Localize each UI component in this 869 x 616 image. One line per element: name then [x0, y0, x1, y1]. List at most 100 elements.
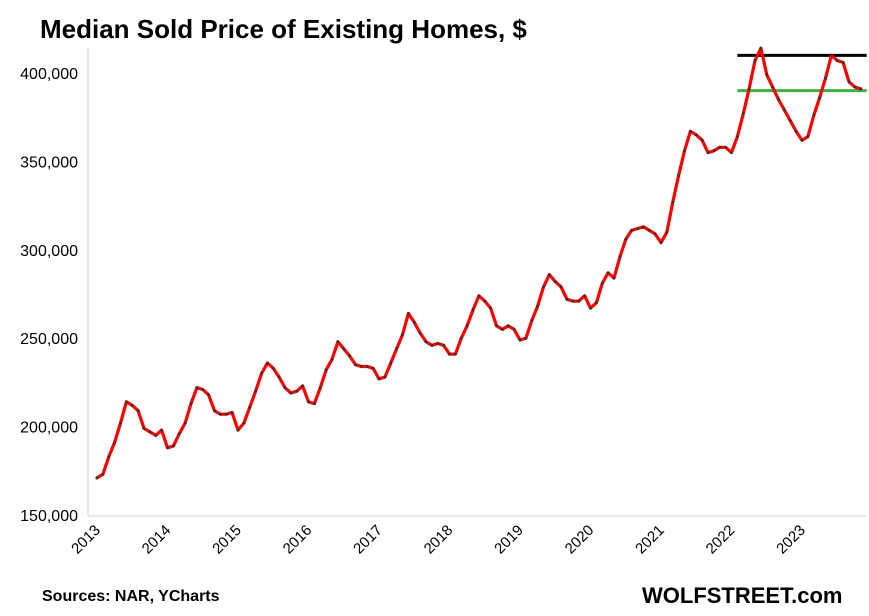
data-point [365, 365, 369, 368]
data-point [712, 149, 716, 153]
data-point [107, 455, 111, 459]
data-point [424, 340, 428, 344]
data-point [600, 282, 604, 285]
data-point [812, 114, 816, 117]
data-point [318, 386, 322, 390]
data-point [571, 299, 575, 303]
y-tick-label: 250,000 [20, 331, 78, 348]
data-point [771, 85, 774, 89]
data-point [677, 174, 680, 177]
series-layer [95, 46, 863, 480]
data-point [788, 119, 792, 123]
x-tick-label: 2017 [350, 522, 386, 558]
data-point [295, 389, 299, 393]
data-point [307, 400, 310, 404]
data-point [612, 276, 616, 280]
data-point [119, 421, 122, 425]
data-point [348, 354, 351, 358]
data-point [271, 366, 275, 370]
data-point [847, 80, 851, 84]
data-point [412, 320, 416, 324]
data-point [830, 53, 833, 57]
y-tick-label: 350,000 [20, 154, 78, 171]
data-point [230, 411, 234, 414]
data-point [477, 294, 481, 298]
x-tick-label: 2015 [209, 522, 245, 558]
data-point [260, 372, 263, 375]
data-point [583, 294, 586, 298]
data-point [524, 336, 528, 340]
x-tick-label: 2019 [491, 522, 527, 558]
data-point [512, 328, 516, 331]
data-point [835, 59, 839, 62]
data-point [730, 151, 733, 155]
data-point [859, 87, 863, 91]
data-point [465, 324, 469, 328]
data-point [824, 76, 827, 80]
data-point [753, 59, 757, 62]
data-point [442, 343, 445, 347]
data-point [689, 129, 692, 133]
x-tick-label: 2016 [280, 522, 316, 558]
brand-label: WOLFSTREET.com [642, 583, 842, 608]
x-tick-label: 2022 [703, 522, 739, 558]
data-point [95, 476, 99, 480]
data-point [371, 366, 375, 370]
data-point [459, 336, 463, 340]
data-point [548, 273, 551, 276]
data-point [330, 358, 334, 361]
y-tick-label: 400,000 [20, 66, 78, 83]
y-tick-label: 200,000 [20, 420, 78, 437]
data-point [794, 129, 798, 133]
data-point [207, 393, 211, 397]
x-tick-label: 2013 [68, 522, 104, 558]
data-point [113, 441, 116, 444]
data-point [542, 285, 545, 289]
data-point [448, 352, 451, 356]
data-point [706, 151, 710, 155]
data-point [606, 271, 610, 275]
data-point [671, 200, 675, 204]
data-point [154, 434, 158, 437]
data-point [342, 347, 346, 351]
data-point [383, 375, 387, 379]
data-point [136, 409, 140, 413]
data-point [853, 85, 857, 89]
data-point [577, 299, 581, 303]
data-point [283, 386, 287, 390]
data-point [683, 149, 686, 153]
data-point [765, 73, 769, 77]
data-point [783, 108, 786, 112]
data-point [148, 430, 152, 434]
data-point [659, 241, 663, 245]
data-point [189, 402, 193, 405]
data-point [277, 375, 281, 379]
data-point [700, 138, 704, 142]
data-point [759, 46, 763, 50]
data-point [407, 312, 410, 315]
data-point [565, 297, 569, 301]
data-point [360, 365, 363, 368]
x-tick-labels: 2013 2014 2015 2016 2017 2018 2019 2020 2021 2022… [68, 522, 809, 558]
data-point [266, 361, 269, 365]
y-tick-label: 150,000 [20, 508, 78, 525]
x-tick-label: 2020 [562, 522, 598, 558]
data-point [518, 338, 522, 342]
x-tick-label: 2014 [139, 522, 175, 558]
y-tick-labels: 150,000 200,000 250,000 300,000 350,000 400,0… [20, 66, 78, 525]
data-point [718, 145, 722, 149]
data-point [530, 319, 534, 322]
data-point [642, 225, 645, 229]
data-point [483, 299, 487, 303]
data-point [213, 409, 216, 413]
data-point [436, 342, 440, 345]
data-point [324, 368, 328, 372]
data-point [313, 402, 316, 405]
data-point [142, 427, 146, 430]
data-point [501, 328, 504, 331]
data-point [418, 331, 422, 335]
data-point [777, 98, 780, 101]
data-point [630, 229, 633, 232]
data-point [430, 343, 434, 347]
data-point [125, 400, 128, 404]
